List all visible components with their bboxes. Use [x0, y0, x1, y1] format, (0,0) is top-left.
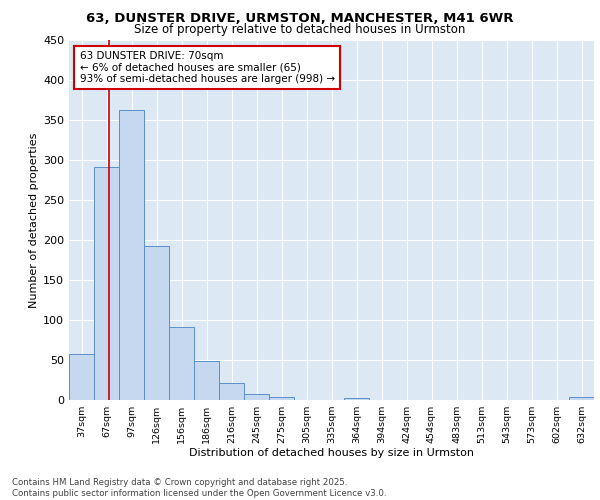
Bar: [144, 246, 169, 400]
Bar: [169, 327, 194, 400]
Bar: [344, 398, 369, 400]
Bar: [94, 167, 119, 400]
Text: Contains HM Land Registry data © Crown copyright and database right 2025.
Contai: Contains HM Land Registry data © Crown c…: [12, 478, 386, 498]
Bar: [219, 383, 244, 400]
Bar: [269, 397, 294, 400]
Bar: [119, 110, 144, 400]
X-axis label: Distribution of detached houses by size in Urmston: Distribution of detached houses by size …: [189, 448, 474, 458]
Bar: [69, 354, 94, 400]
Text: Size of property relative to detached houses in Urmston: Size of property relative to detached ho…: [134, 22, 466, 36]
Bar: [244, 394, 269, 400]
Y-axis label: Number of detached properties: Number of detached properties: [29, 132, 39, 308]
Bar: [194, 361, 219, 400]
Bar: [569, 397, 594, 400]
Text: 63 DUNSTER DRIVE: 70sqm
← 6% of detached houses are smaller (65)
93% of semi-det: 63 DUNSTER DRIVE: 70sqm ← 6% of detached…: [79, 51, 335, 84]
Text: 63, DUNSTER DRIVE, URMSTON, MANCHESTER, M41 6WR: 63, DUNSTER DRIVE, URMSTON, MANCHESTER, …: [86, 12, 514, 26]
